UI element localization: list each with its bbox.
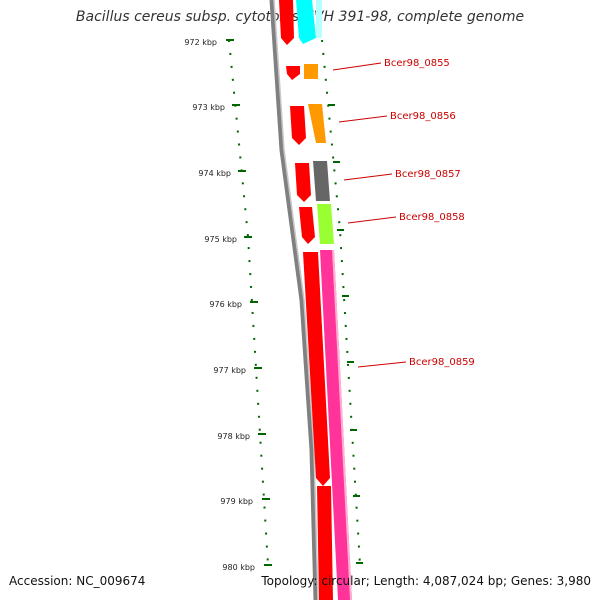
scale-label-973: 973 kbp	[192, 103, 225, 112]
leader-line	[343, 173, 393, 181]
genome-backbone-highlight	[273, 0, 319, 600]
gene-arrow-forward[interactable]	[290, 106, 306, 145]
scale-ruler	[226, 39, 272, 566]
gene-arrow-forward[interactable]	[303, 252, 330, 486]
scale-label-972: 972 kbp	[184, 38, 217, 47]
gene-block-cyan-edge	[316, 0, 322, 38]
scale-label-974: 974 kbp	[198, 169, 231, 178]
gene-block-orange-0856[interactable]	[308, 104, 326, 143]
scale-label-980: 980 kbp	[222, 563, 255, 572]
leader-line	[332, 62, 382, 71]
gene-arrow-forward[interactable]	[299, 207, 315, 244]
scale-label-977: 977 kbp	[213, 366, 246, 375]
leader-line	[357, 361, 407, 368]
gene-label-bcer98-0858[interactable]: Bcer98_0858	[399, 212, 465, 223]
genome-backbone	[269, 0, 319, 600]
genome-summary-text: Topology: circular; Length: 4,087,024 bp…	[261, 574, 591, 588]
scale-label-975: 975 kbp	[204, 235, 237, 244]
gene-block-magenta-0859[interactable]	[320, 250, 352, 600]
gene-block-lime-0858[interactable]	[317, 204, 334, 244]
leader-line	[338, 115, 388, 123]
leader-line	[347, 216, 397, 224]
gene-label-bcer98-0859[interactable]: Bcer98_0859	[409, 357, 475, 368]
gene-arrow-forward[interactable]	[279, 0, 294, 45]
scale-label-978: 978 kbp	[217, 432, 250, 441]
gene-block-cyan[interactable]	[296, 0, 316, 44]
gene-label-bcer98-0857[interactable]: Bcer98_0857	[395, 169, 461, 180]
gene-block-orange-0855[interactable]	[304, 64, 318, 79]
scale-label-976: 976 kbp	[209, 300, 242, 309]
gene-block-gray-0857[interactable]	[313, 161, 330, 201]
gene-arrow-forward[interactable]	[317, 486, 333, 600]
gene-arrow-forward[interactable]	[295, 163, 311, 202]
scale-label-979: 979 kbp	[220, 497, 253, 506]
scale-ruler-outer	[321, 39, 363, 566]
accession-text: Accession: NC_009674	[9, 574, 146, 588]
magenta-band-highlight	[332, 249, 352, 600]
gene-arrow-forward[interactable]	[286, 66, 300, 80]
gene-label-bcer98-0855[interactable]: Bcer98_0855	[384, 58, 450, 69]
gene-label-bcer98-0856[interactable]: Bcer98_0856	[390, 111, 456, 122]
